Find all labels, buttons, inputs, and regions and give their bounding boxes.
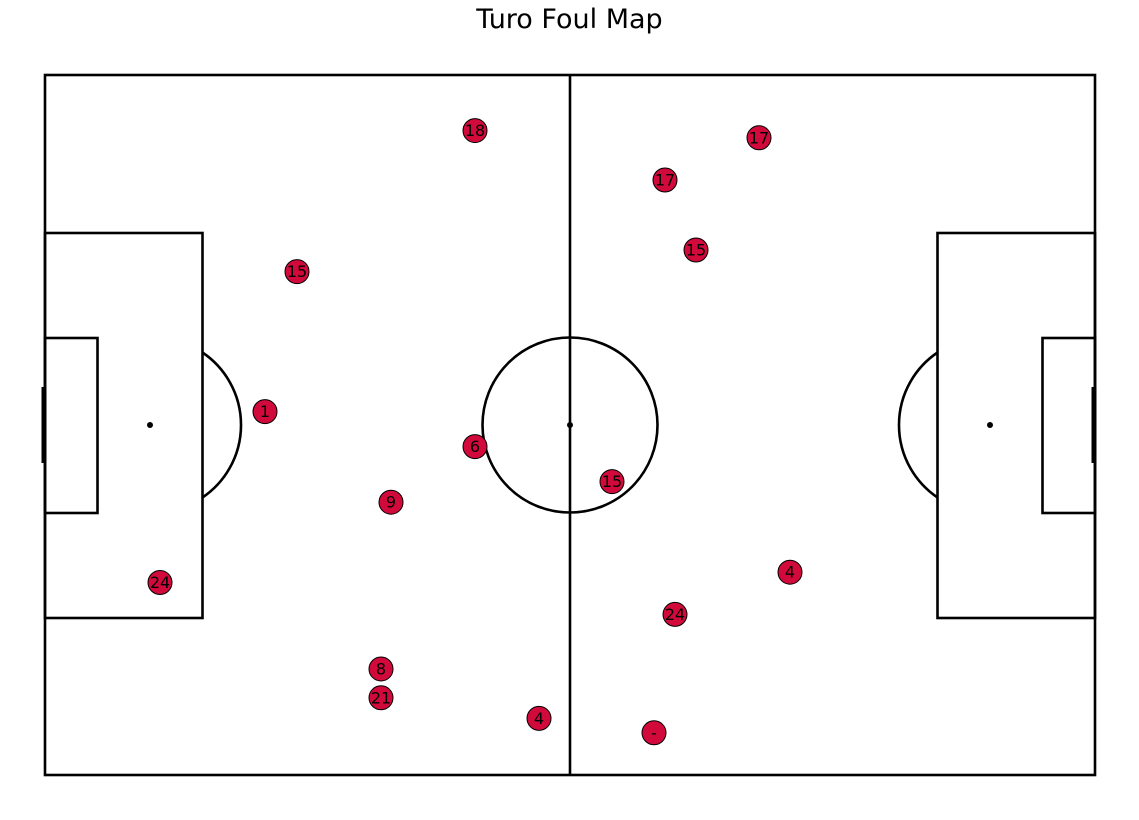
left-penalty-spot	[147, 422, 153, 428]
foul-marker: 9	[379, 490, 403, 514]
foul-marker-label: 15	[602, 472, 622, 491]
foul-marker-label: 21	[371, 688, 391, 707]
foul-marker-label: 1	[260, 402, 270, 421]
foul-marker-label: 24	[150, 573, 170, 592]
foul-marker-label: 17	[749, 128, 769, 147]
foul-marker: 15	[684, 238, 708, 262]
foul-marker: 18	[463, 119, 487, 143]
foul-marker-label: 6	[470, 437, 480, 456]
foul-marker: 4	[778, 560, 802, 584]
foul-marker: 4	[527, 706, 551, 730]
foul-marker: 17	[747, 126, 771, 150]
right-penalty-arc	[899, 353, 938, 498]
foul-marker: 24	[148, 571, 172, 595]
foul-marker: 8	[369, 657, 393, 681]
foul-marker: 6	[463, 435, 487, 459]
foul-marker: 24	[663, 602, 687, 626]
foul-marker: 1	[253, 400, 277, 424]
left-six-yard-box	[45, 338, 98, 513]
foul-marker: -	[642, 721, 666, 745]
foul-marker-label: 8	[376, 659, 386, 678]
foul-marker-label: 9	[386, 493, 396, 512]
foul-marker: 15	[600, 470, 624, 494]
foul-marker-label: 24	[665, 605, 685, 624]
center-spot	[567, 422, 573, 428]
foul-marker-label: 4	[785, 563, 795, 582]
foul-marker-label: 17	[655, 171, 675, 190]
left-penalty-area	[45, 233, 203, 618]
foul-marker-label: -	[651, 723, 657, 742]
left-penalty-arc	[203, 353, 242, 498]
foul-marker-label: 15	[686, 241, 706, 260]
foul-marker-label: 4	[534, 709, 544, 728]
right-penalty-area	[938, 233, 1096, 618]
foul-marker: 17	[653, 168, 677, 192]
right-penalty-spot	[987, 422, 993, 428]
foul-marker: 21	[369, 686, 393, 710]
foul-markers: 18 17 17 15 15 1 6 15 9 4 24 24 8 21 4 -	[148, 119, 802, 745]
pitch-markings	[44, 75, 1095, 775]
foul-marker-label: 18	[465, 121, 485, 140]
foul-marker: 15	[285, 260, 309, 284]
foul-marker-label: 15	[287, 262, 307, 281]
right-six-yard-box	[1043, 338, 1096, 513]
